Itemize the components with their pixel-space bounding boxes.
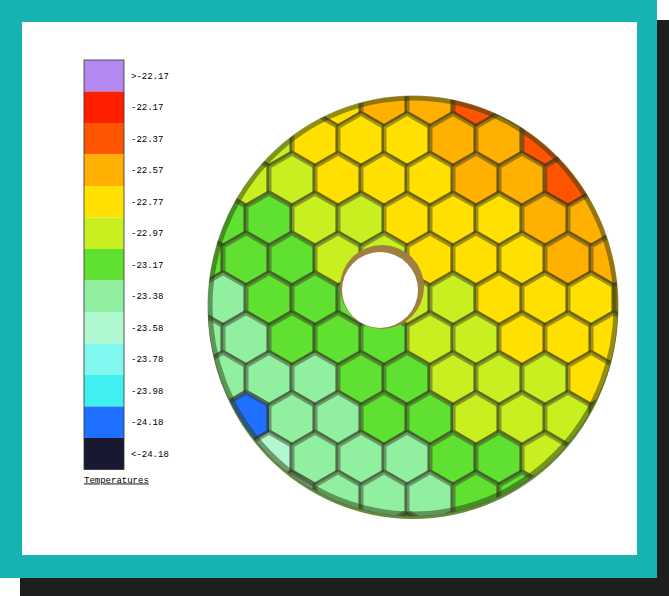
- legend-swatch: [84, 407, 124, 439]
- cell: [614, 113, 660, 166]
- legend-swatch: [84, 312, 124, 344]
- cell: [591, 472, 637, 525]
- legend-label: -22.77: [131, 198, 163, 208]
- hole-wall: [340, 245, 424, 329]
- disk-rim: [208, 99, 618, 519]
- cell: [177, 153, 223, 206]
- cell: [223, 472, 269, 525]
- frame: [0, 0, 657, 578]
- legend-swatch: [84, 186, 124, 218]
- legend-label: -24.18: [131, 418, 163, 428]
- frame-shadow: [20, 20, 669, 596]
- legend-label: >-22.17: [131, 72, 169, 82]
- legend-label: -22.37: [131, 135, 163, 145]
- cell: [177, 73, 223, 126]
- legend-label: -23.38: [131, 292, 163, 302]
- cell: [614, 273, 660, 326]
- cell: [223, 73, 269, 126]
- legend-swatch: [84, 375, 124, 407]
- legend-title: Temperatures: [84, 476, 149, 486]
- legend-swatch: [84, 123, 124, 155]
- legend-label: -23.98: [131, 387, 163, 397]
- legend-label: -22.17: [131, 103, 163, 113]
- cells: [177, 73, 660, 525]
- legend-border: [84, 60, 124, 470]
- legend-label: -23.58: [131, 324, 163, 334]
- legend-swatch: [84, 344, 124, 376]
- hole: [342, 252, 418, 328]
- cell: [568, 113, 614, 166]
- cell: [614, 352, 660, 405]
- cell: [361, 472, 407, 525]
- cell: [269, 73, 315, 126]
- legend-swatch: [84, 155, 124, 187]
- cell: [545, 472, 591, 525]
- cell: [545, 73, 591, 126]
- legend-label: -23.78: [131, 355, 163, 365]
- legend-label: <-24.18: [131, 450, 169, 460]
- cell: [568, 432, 614, 485]
- disk-edge: [210, 98, 616, 514]
- legend-label: -22.97: [131, 229, 163, 239]
- cell: [200, 113, 246, 166]
- panel: [22, 22, 637, 555]
- cell: [591, 153, 637, 206]
- legend-swatch: [84, 281, 124, 313]
- legend-swatch: [84, 438, 124, 470]
- cell: [591, 392, 637, 445]
- legend-swatch: [84, 60, 124, 92]
- legend-label: -23.17: [131, 261, 163, 271]
- cell: [614, 193, 660, 246]
- legend-swatch: [84, 92, 124, 124]
- cell: [200, 432, 246, 485]
- legend-swatch: [84, 218, 124, 250]
- cell: [177, 392, 223, 445]
- legend-label: -22.57: [131, 166, 163, 176]
- cell: [177, 472, 223, 525]
- cell: [269, 472, 315, 525]
- cell: [246, 432, 292, 485]
- legend-swatch: [84, 249, 124, 281]
- figure: >-22.17 -22.17 -22.37 -22.57 -22.77 -22.97 -23…: [0, 0, 669, 596]
- cell: [591, 73, 637, 126]
- cell: [407, 472, 453, 525]
- cell: [614, 432, 660, 485]
